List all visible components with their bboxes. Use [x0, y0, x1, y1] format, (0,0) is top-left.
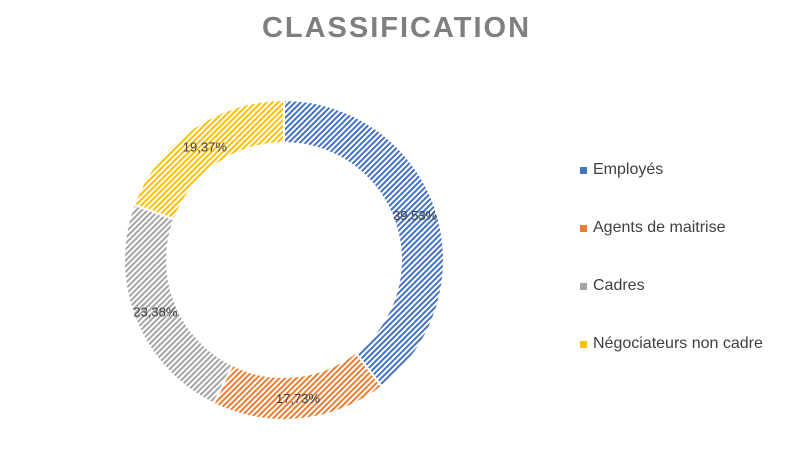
- legend-swatch: [580, 166, 587, 174]
- legend-swatch: [580, 282, 587, 290]
- chart-title: CLASSIFICATION: [261, 12, 532, 44]
- legend-item-2: Agents de maitrise: [580, 218, 763, 238]
- data-label-1: 39,53%: [393, 208, 438, 223]
- legend-swatch: [580, 340, 587, 348]
- slice-4: [132, 98, 285, 221]
- slice-1: [283, 98, 445, 388]
- legend-label: Agents de maitrise: [593, 219, 726, 236]
- legend-label: Cadres: [593, 277, 645, 294]
- data-label-4: 19,37%: [183, 139, 228, 154]
- legend-item-4: Négociateurs non cadre: [580, 334, 763, 354]
- legend-item-3: Cadres: [580, 276, 763, 296]
- legend: Employés Agents de maitrise Cadres Négociat…: [580, 160, 763, 392]
- legend-label: Négociateurs non cadre: [593, 335, 763, 352]
- data-label-2: 17,73%: [276, 391, 321, 406]
- slice-2: [212, 351, 384, 421]
- legend-label: Employés: [593, 161, 664, 178]
- data-label-3: 23,38%: [133, 304, 178, 319]
- legend-swatch: [580, 224, 587, 232]
- legend-item-1: Employés: [580, 160, 763, 180]
